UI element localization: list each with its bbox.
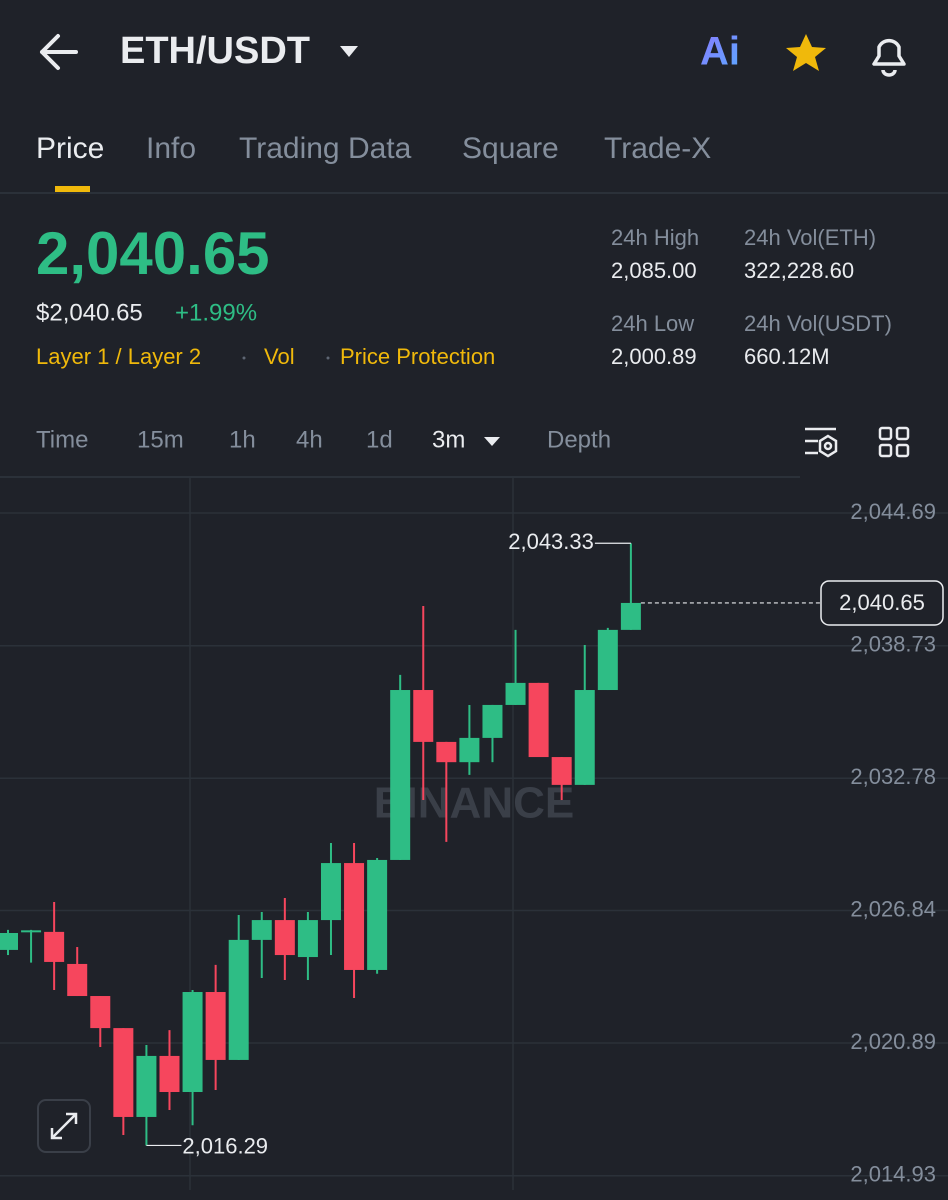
pair-title[interactable]: ETH/USDT [120, 30, 310, 72]
stat-label: 24h Vol(USDT) [744, 311, 892, 336]
candle-body [90, 996, 111, 1029]
ai-button[interactable]: Ai [700, 30, 740, 74]
candle-body [297, 920, 318, 958]
usd-price: $2,040.65 [36, 299, 143, 326]
stat-label: 24h Vol(ETH) [744, 225, 876, 250]
y-tick-label: 2,020.89 [850, 1029, 936, 1054]
tag[interactable]: Vol [264, 344, 295, 369]
interval[interactable]: 1h [229, 426, 256, 453]
tag[interactable]: Price Protection [340, 344, 495, 369]
candle-body [367, 859, 388, 970]
pair-dropdown[interactable] [340, 46, 358, 57]
candle-body [505, 682, 526, 705]
stat-value: 2,085.00 [611, 258, 697, 283]
candle-body [228, 939, 249, 1060]
interval[interactable]: 3m [432, 426, 465, 453]
candle-body [413, 690, 434, 742]
separator [326, 356, 330, 360]
candle-body [551, 757, 572, 785]
candle-body [251, 920, 272, 940]
separator [242, 356, 246, 360]
last-price-label: 2,040.65 [839, 590, 925, 615]
candle-body [574, 690, 595, 785]
candle-body [482, 704, 503, 738]
interval[interactable]: 15m [137, 426, 184, 453]
annotation-label: 2,043.33 [508, 529, 594, 554]
candle-body [44, 931, 65, 962]
interval[interactable]: Time [36, 426, 88, 453]
tag[interactable]: Layer 1 / Layer 2 [36, 344, 201, 369]
interval[interactable]: 1d [366, 426, 393, 453]
price-change: +1.99% [175, 299, 257, 326]
candle-body [528, 682, 549, 758]
back-button[interactable] [40, 34, 78, 70]
interval-dropdown[interactable] [484, 437, 500, 446]
candle-body [21, 930, 42, 933]
stat-label: 24h High [611, 225, 699, 250]
candle-body [67, 963, 88, 997]
candle-body [0, 932, 18, 950]
fullscreen-button[interactable] [37, 1099, 91, 1153]
interval[interactable]: Depth [547, 426, 611, 453]
y-tick-label: 2,032.78 [850, 764, 936, 789]
candle-body [436, 741, 457, 763]
y-tick-label: 2,014.93 [850, 1162, 936, 1187]
candle-body [597, 629, 618, 691]
candle-body [113, 1028, 134, 1117]
candle-body [620, 602, 641, 630]
tab[interactable]: Trade-X [604, 132, 711, 165]
y-tick-label: 2,038.73 [850, 632, 936, 657]
candle-body [136, 1055, 157, 1117]
tab[interactable]: Price [36, 132, 104, 165]
y-tick-label: 2,044.69 [850, 499, 936, 524]
candle-body [274, 920, 295, 956]
candle-body [390, 690, 411, 860]
interval[interactable]: 4h [296, 426, 323, 453]
y-tick-label: 2,026.84 [850, 896, 936, 921]
annotation-label: 2,016.29 [182, 1133, 268, 1158]
candle-body [182, 992, 203, 1093]
tab[interactable]: Square [462, 132, 559, 165]
candle-body [344, 863, 365, 970]
stat-value: 2,000.89 [611, 344, 697, 369]
active-tab-indicator [55, 186, 90, 192]
last-price-box [820, 580, 944, 626]
tab[interactable]: Trading Data [239, 132, 412, 165]
candle-body [320, 863, 341, 921]
stat-value: 322,228.60 [744, 258, 854, 283]
notification-bell[interactable] [872, 38, 906, 77]
candle-body [459, 737, 480, 763]
candle-body [159, 1055, 180, 1093]
chart-settings-icon[interactable] [805, 427, 838, 458]
candle-body [205, 992, 226, 1060]
tab[interactable]: Info [146, 132, 196, 165]
layout-icon[interactable] [878, 426, 910, 458]
stat-label: 24h Low [611, 311, 694, 336]
last-price: 2,040.65 [36, 220, 270, 287]
stat-value: 660.12M [744, 344, 830, 369]
favorite-star[interactable] [786, 34, 826, 71]
